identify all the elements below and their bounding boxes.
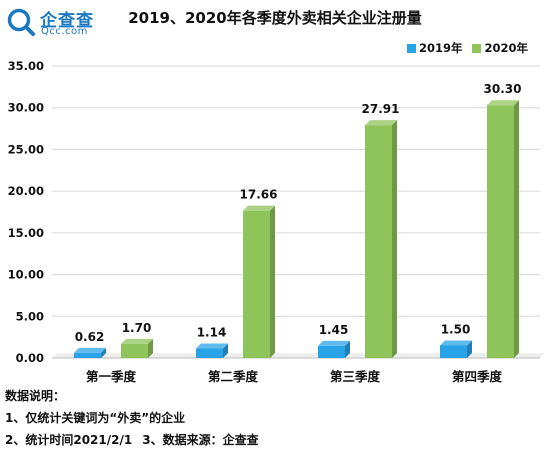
bar-0-1-top <box>196 343 228 349</box>
bar-1-2-top <box>365 120 397 126</box>
bar-1-2-front <box>365 125 392 359</box>
data-label: 1.50 <box>441 322 471 336</box>
notes-heading: 数据说明： <box>5 389 66 403</box>
data-label: 0.62 <box>75 330 105 344</box>
notes-line-2b: 3、数据来源：企查查 <box>142 433 259 447</box>
x-tick-label: 第二季度 <box>208 369 259 384</box>
qcc-logo: 企查查 Qcc.com <box>6 5 118 41</box>
bar-1-0-top <box>121 338 153 344</box>
bar-0-2-side <box>345 340 350 358</box>
legend-item-2020: 2020年 <box>472 40 528 56</box>
bar-0-1-front <box>196 348 223 358</box>
notes-line-1: 1、仅统计关键词为“外卖”的企业 <box>5 411 186 425</box>
y-tick-label: 5.00 <box>16 309 44 323</box>
data-label: 1.45 <box>319 323 349 337</box>
y-tick-label: 20.00 <box>8 184 44 198</box>
legend-label-2019: 2019年 <box>418 41 463 55</box>
logo-url: Qcc.com <box>41 26 88 37</box>
bar-0-2-front <box>318 345 345 358</box>
legend-swatch-2019 <box>406 43 416 53</box>
data-label: 1.14 <box>197 325 227 339</box>
data-label: 17.66 <box>240 188 278 202</box>
bar-1-0-front <box>121 343 148 358</box>
y-tick-label: 25.00 <box>8 142 44 156</box>
legend-swatch-2020 <box>472 43 482 53</box>
data-label: 30.30 <box>484 82 522 96</box>
legend-item-2019: 2019年 <box>406 40 463 56</box>
y-tick-label: 30.00 <box>8 101 44 115</box>
bar-1-1-top <box>243 205 275 211</box>
data-label: 1.70 <box>122 321 152 335</box>
legend-label-2020: 2020年 <box>484 41 528 55</box>
data-label: 27.91 <box>362 102 400 116</box>
bar-1-1-front <box>243 210 270 358</box>
chart-floor <box>52 353 545 358</box>
bar-1-1-side <box>270 205 275 358</box>
bar-0-0-side <box>101 347 106 358</box>
bar-1-3-top <box>487 100 519 106</box>
chart-title: 2019、2020年各季度外卖相关企业注册量 <box>128 9 422 27</box>
x-tick-label: 第一季度 <box>86 369 137 384</box>
y-tick-label: 10.00 <box>8 268 44 282</box>
bar-0-2-top <box>318 340 350 346</box>
search-magnifier-icon <box>7 8 35 36</box>
y-tick-label: 15.00 <box>8 226 44 240</box>
notes-line-2: 2、统计时间2021/2/1 3、数据来源：企查查 <box>5 429 259 451</box>
bar-1-3-front <box>487 105 514 358</box>
notes-line-2a: 2、统计时间2021/2/1 <box>5 433 133 447</box>
bar-0-3-top <box>440 340 472 346</box>
bar-chart: 0.00 5.00 10.00 15.00 20.00 25.00 30.00 35.00 0.… <box>8 59 545 384</box>
bar-1-2-side <box>392 120 397 359</box>
bar-0-3-side <box>467 340 472 358</box>
y-tick-label: 0.00 <box>16 351 44 365</box>
bar-0-0-top <box>74 347 106 353</box>
chart-legend: 2019年 2020年 <box>397 40 528 56</box>
x-tick-label: 第四季度 <box>452 369 503 384</box>
bar-1-3-side <box>514 100 519 358</box>
x-tick-label: 第三季度 <box>330 369 381 384</box>
y-tick-label: 35.00 <box>8 59 44 73</box>
logo-name: 企查查 <box>40 11 94 31</box>
bar-0-0-front <box>74 352 101 358</box>
bar-1-0-side <box>148 338 153 358</box>
bar-0-3-front <box>440 345 467 358</box>
bar-0-1-side <box>223 343 228 358</box>
data-notes: 数据说明： 1、仅统计关键词为“外卖”的企业 2、统计时间2021/2/1 3、数… <box>5 385 259 451</box>
